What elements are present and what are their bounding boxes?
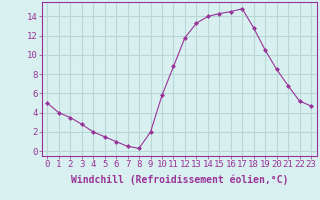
X-axis label: Windchill (Refroidissement éolien,°C): Windchill (Refroidissement éolien,°C) [70,175,288,185]
